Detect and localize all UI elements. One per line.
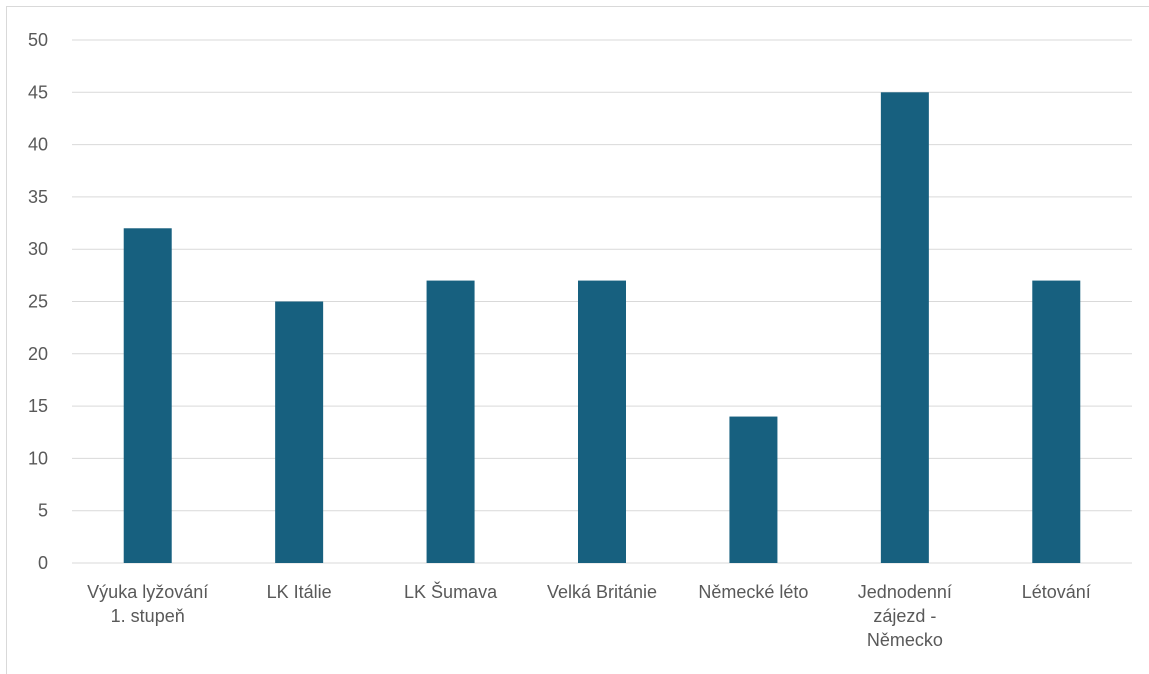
x-tick-label-line: Německo xyxy=(867,630,943,650)
x-tick-label-5: Německé léto xyxy=(698,582,808,602)
bar-2 xyxy=(275,301,324,563)
bar-6 xyxy=(880,92,929,564)
x-tick-label-3: LK Šumava xyxy=(404,581,498,602)
y-tick-label-20: 20 xyxy=(28,344,48,364)
bar-1 xyxy=(123,228,172,563)
bar-4 xyxy=(578,280,626,563)
x-tick-label-7: Létování xyxy=(1022,582,1091,602)
y-tick-label-5: 5 xyxy=(38,501,48,521)
y-tick-label-50: 50 xyxy=(28,30,48,50)
bar-7 xyxy=(1032,280,1081,563)
y-tick-label-0: 0 xyxy=(38,553,48,573)
x-tick-label-1: Výuka lyžování 1. stupeň xyxy=(87,582,208,626)
x-tick-label-2: LK Itálie xyxy=(267,582,332,602)
x-tick-label-line: Létování xyxy=(1022,582,1091,602)
x-tick-label-6: Jednodenní zájezd - Německo xyxy=(858,582,952,650)
x-tick-label-line: Německé léto xyxy=(698,582,808,602)
bar-3 xyxy=(426,280,475,563)
x-tick-label-line: Velká Británie xyxy=(547,582,657,602)
y-tick-label-45: 45 xyxy=(28,82,48,102)
x-tick-label-line: zájezd - xyxy=(873,606,936,626)
x-tick-label-4: Velká Británie xyxy=(547,582,657,602)
y-tick-label-30: 30 xyxy=(28,239,48,259)
x-tick-label-line: LK Šumava xyxy=(404,581,498,602)
x-tick-label-line: Jednodenní xyxy=(858,582,952,602)
bar-5 xyxy=(729,416,778,563)
x-tick-label-line: Výuka lyžování xyxy=(87,582,208,602)
y-tick-label-10: 10 xyxy=(28,448,48,468)
y-tick-label-15: 15 xyxy=(28,396,48,416)
x-tick-label-line: 1. stupeň xyxy=(111,606,185,626)
x-tick-label-line: LK Itálie xyxy=(267,582,332,602)
y-tick-label-25: 25 xyxy=(28,292,48,312)
y-tick-label-35: 35 xyxy=(28,187,48,207)
y-tick-label-40: 40 xyxy=(28,135,48,155)
